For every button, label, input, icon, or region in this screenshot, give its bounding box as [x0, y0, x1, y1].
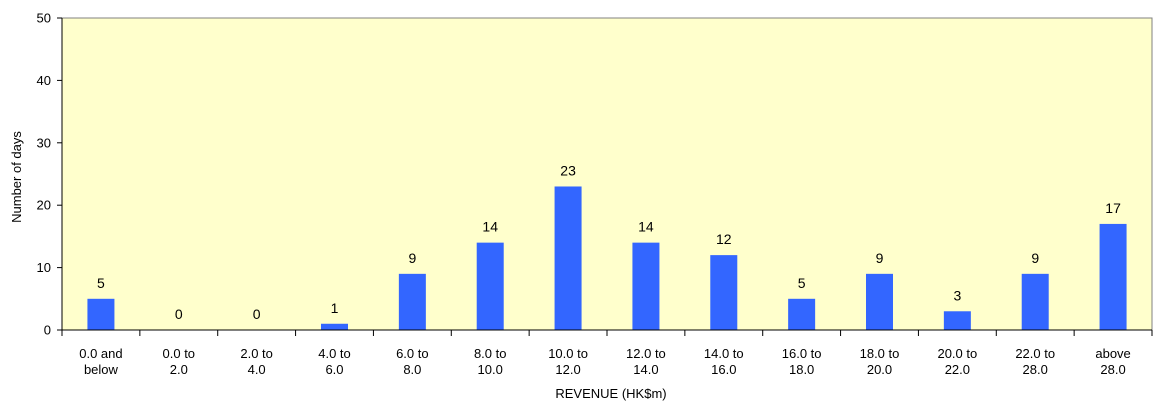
y-axis-ticks: 0 10 20 30 40 50 [37, 11, 62, 338]
bar [1021, 273, 1049, 330]
bar [476, 242, 504, 330]
x-axis-ticks [61, 330, 1153, 336]
category-label: 10.0 to 12.0 [548, 346, 588, 377]
y-axis-title: Number of days [9, 131, 24, 223]
bar [1099, 223, 1127, 330]
bar [87, 298, 115, 330]
bar [398, 273, 426, 330]
category-label: 22.0 to 28.0 [1015, 346, 1055, 377]
y-tick-label: 20 [37, 198, 51, 213]
bar [710, 255, 738, 330]
category-label: 0.0 and below [79, 346, 122, 377]
bar-value-label: 12 [716, 231, 732, 247]
bar-value-label: 0 [175, 306, 183, 322]
category-labels: 0.0 and below 0.0 to 2.0 2.0 to 4.0 4.0 to 6.0 6… [79, 346, 1131, 377]
category-label: 6.0 to 8.0 [396, 346, 429, 377]
category-label: 8.0 to 10.0 [474, 346, 507, 377]
bar-value-label: 0 [253, 306, 261, 322]
category-label: 12.0 to 14.0 [626, 346, 666, 377]
bar [788, 298, 816, 330]
category-label: 20.0 to 22.0 [937, 346, 977, 377]
y-tick-label: 0 [44, 323, 51, 338]
bar [554, 186, 582, 330]
bar-value-label: 14 [482, 219, 498, 235]
category-label: above 28.0 [1095, 346, 1130, 377]
y-tick-label: 30 [37, 135, 51, 150]
bar [632, 242, 660, 330]
bar [866, 273, 893, 330]
bar-value-label: 3 [953, 287, 961, 303]
value-labels: 5 0 0 1 9 14 23 14 12 5 9 3 9 17 [97, 162, 1121, 322]
bar-value-label: 9 [876, 250, 884, 266]
category-label: 4.0 to 6.0 [318, 346, 351, 377]
bar-value-label: 23 [560, 162, 576, 178]
category-label: 14.0 to 16.0 [704, 346, 744, 377]
y-tick-label: 40 [37, 73, 51, 88]
plot-area [61, 17, 1153, 331]
category-label: 18.0 to 20.0 [860, 346, 900, 377]
category-label: 0.0 to 2.0 [163, 346, 196, 377]
bar-value-label: 1 [331, 300, 339, 316]
bar-value-label: 14 [638, 219, 654, 235]
bar-value-label: 9 [1031, 250, 1039, 266]
bar-value-label: 17 [1105, 200, 1121, 216]
y-tick-label: 10 [37, 260, 51, 275]
bar-value-label: 9 [408, 250, 416, 266]
category-label: 16.0 to 18.0 [782, 346, 822, 377]
x-axis-title: REVENUE (HK$m) [555, 386, 666, 401]
category-label: 2.0 to 4.0 [240, 346, 273, 377]
y-tick-label: 50 [37, 11, 51, 26]
bar-value-label: 5 [97, 275, 105, 291]
bars [87, 186, 1127, 330]
bar-value-label: 5 [798, 275, 806, 291]
bar [943, 311, 971, 330]
bar [321, 323, 348, 330]
